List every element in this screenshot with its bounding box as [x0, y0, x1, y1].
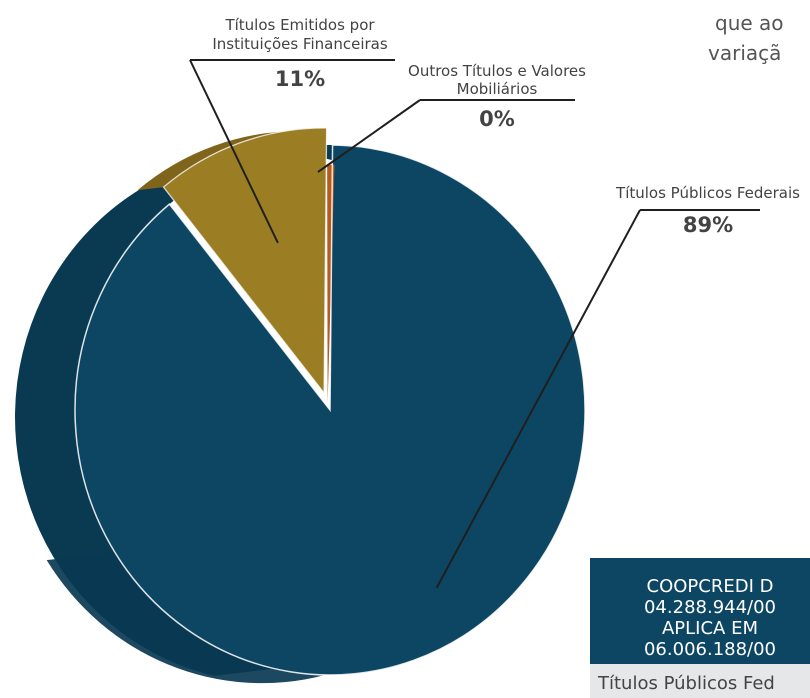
institutions-leader-line [189, 59, 279, 244]
side-panel-row-background [590, 664, 810, 698]
side-panel-line-2: 04.288.944/00 [644, 597, 776, 618]
pie-overlay-layer [74, 127, 586, 676]
side-panel-background [590, 558, 810, 664]
top-text: que ao variaçã [708, 11, 784, 65]
institutions-label-line-1: Títulos Emitidos por [224, 16, 375, 34]
side-panel-line-3: APLICA EM [662, 618, 758, 639]
top-text-line-2: variaçã [708, 41, 781, 65]
institutions-label-line-2: Instituições Financeiras [212, 35, 387, 53]
pie-labels: Títulos Públicos Federais 89% Títulos Em… [189, 16, 800, 589]
federal-label: Títulos Públicos Federais [615, 184, 800, 202]
others-leader-line [317, 99, 421, 173]
institutions-slice [163, 128, 327, 394]
side-panel-row-text: Títulos Públicos Fed [597, 673, 775, 694]
side-panel-line-4: 06.006.188/00 [644, 639, 776, 660]
others-label-line-1: Outros Títulos e Valores [408, 62, 586, 80]
federal-value: 89% [683, 213, 733, 237]
side-panel: COOPCREDI D 04.288.944/00 APLICA EM 06.0… [590, 558, 810, 698]
others-label-line-2: Mobiliários [457, 80, 538, 98]
institutions-value: 11% [275, 67, 325, 91]
federal-leader-line [435, 209, 641, 589]
others-value: 0% [479, 107, 515, 131]
institutions-slice-edge [162, 127, 328, 395]
top-text-line-1: que ao [715, 11, 784, 35]
federal-slice-edge [74, 144, 586, 676]
federal-lower-shadow [46, 551, 394, 684]
side-panel-line-1: COOPCREDI D [647, 576, 774, 597]
institutions-side-band [137, 128, 327, 191]
